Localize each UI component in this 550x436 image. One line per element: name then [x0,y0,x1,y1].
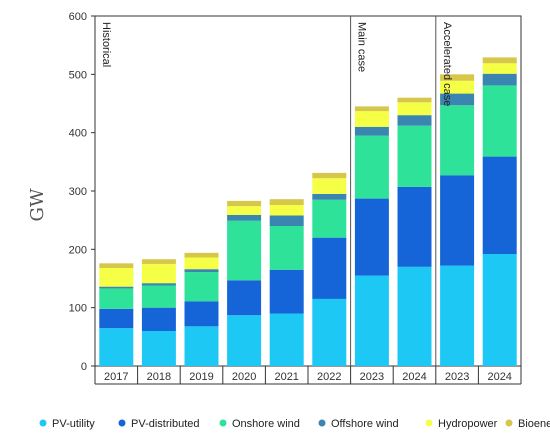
bar-pv-distributed [397,186,432,267]
bar-onshore-wind [312,199,347,238]
bar-pv-distributed [141,307,176,331]
bar-onshore-wind [227,220,262,281]
bar-onshore-wind [397,125,432,187]
bar-bioenergy [184,252,219,258]
x-tick-label: 2022 [317,371,341,383]
legend-label: Hydropower [438,418,498,430]
y-tick-label: 400 [69,128,87,140]
legend-swatch [39,419,47,427]
bar-onshore-wind [99,288,134,309]
bar-onshore-wind [141,285,176,308]
y-tick-label: 600 [69,11,87,23]
legend-swatch [505,419,513,427]
y-tick-label: 500 [69,69,87,81]
bar-bioenergy [99,263,134,268]
bar-offshore-wind [184,269,219,273]
bar-onshore-wind [269,226,304,270]
legend-label: Offshore wind [331,418,399,430]
bar-pv-utility [269,313,304,366]
legend-label: PV-distributed [131,418,199,430]
bar-hydropower [269,205,304,216]
bar-hydropower [354,111,389,127]
legend-label: Bioenergy [518,418,550,430]
bar-onshore-wind [184,272,219,302]
y-axis-label: GW [27,188,48,221]
bar-pv-distributed [482,156,517,254]
bar-pv-utility [397,266,432,366]
bar-pv-utility [227,315,262,366]
bar-pv-distributed [440,175,475,266]
bar-pv-distributed [354,198,389,276]
x-tick-label: 2018 [147,371,171,383]
bar-bioenergy [312,172,347,179]
x-tick-label: 2024 [402,371,426,383]
bar-pv-distributed [99,308,134,329]
bar-offshore-wind [227,214,262,221]
bar-offshore-wind [440,93,475,106]
bar-pv-distributed [269,269,304,314]
bar-onshore-wind [482,85,517,157]
bar-hydropower [397,102,432,116]
bar-hydropower [99,268,134,287]
bar-bioenergy [141,259,176,264]
bar-pv-utility [141,331,176,366]
bar-pv-utility [184,326,219,366]
section-label: Accelerated case [441,22,453,106]
y-tick-label: 200 [69,244,87,256]
bar-offshore-wind [482,73,517,86]
section-label: Historical [100,22,112,67]
bar-bioenergy [269,199,304,205]
x-tick-label: 2023 [445,371,469,383]
bar-offshore-wind [354,126,389,136]
bar-hydropower [184,257,219,270]
bar-bioenergy [482,57,517,64]
bar-offshore-wind [99,286,134,289]
bar-pv-distributed [312,237,347,299]
bar-hydropower [227,206,262,215]
legend-label: PV-utility [52,418,95,430]
bar-bioenergy [397,97,432,103]
legend-swatch [425,419,433,427]
x-tick-label: 2020 [232,371,256,383]
bar-offshore-wind [312,193,347,200]
bar-pv-utility [440,265,475,366]
bar-pv-distributed [227,280,262,316]
bar-hydropower [482,63,517,74]
bar-pv-utility [354,275,389,366]
x-tick-label: 2024 [487,371,511,383]
bar-pv-distributed [184,301,219,327]
bar-offshore-wind [397,115,432,126]
bar-pv-utility [482,254,517,366]
bar-onshore-wind [440,105,475,176]
bar-offshore-wind [141,283,176,286]
legend-swatch [318,419,326,427]
x-tick-label: 2023 [360,371,384,383]
bar-hydropower [141,263,176,284]
y-tick-label: 300 [69,186,87,198]
bar-bioenergy [440,74,475,81]
legend-swatch [118,419,126,427]
x-tick-label: 2021 [274,371,298,383]
bar-bioenergy [227,200,262,207]
legend-swatch [219,419,227,427]
bar-hydropower [312,178,347,194]
x-tick-label: 2019 [189,371,213,383]
bar-offshore-wind [269,215,304,226]
legend-label: Onshore wind [232,418,300,430]
bar-hydropower [440,80,475,94]
bar-onshore-wind [354,135,389,199]
section-label: Main case [356,22,368,72]
bar-pv-utility [312,298,347,366]
y-tick-label: 100 [69,303,87,315]
y-tick-label: 0 [81,361,87,373]
x-tick-label: 2017 [104,371,128,383]
bar-pv-utility [99,328,134,366]
bar-bioenergy [354,106,389,112]
